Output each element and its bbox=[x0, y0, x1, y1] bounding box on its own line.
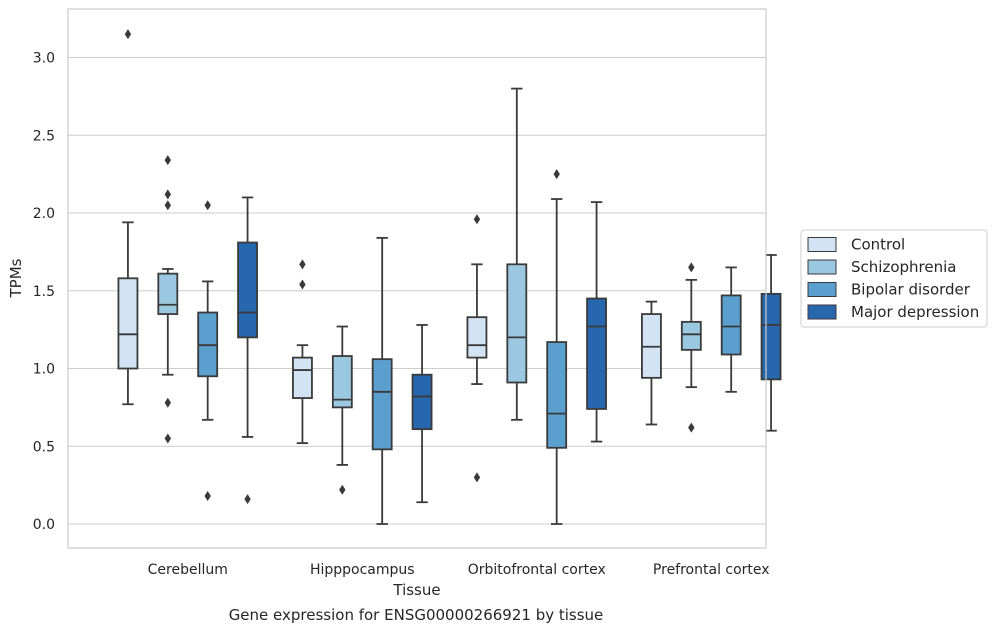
outlier-point bbox=[299, 279, 306, 290]
box-layer bbox=[117, 29, 782, 525]
outlier-point bbox=[164, 433, 172, 444]
legend-label: Bipolar disorder bbox=[851, 281, 971, 299]
box-3-1 bbox=[680, 262, 702, 433]
legend-label: Control bbox=[851, 236, 905, 254]
box-0-2 bbox=[197, 200, 219, 502]
box-2-2 bbox=[546, 169, 568, 525]
outlier-point bbox=[204, 491, 211, 502]
box-body bbox=[157, 272, 179, 315]
outlier-point bbox=[164, 397, 172, 408]
box-1-0 bbox=[292, 259, 313, 445]
box-body bbox=[292, 356, 313, 399]
legend-swatch bbox=[807, 282, 837, 297]
box-body bbox=[466, 316, 488, 359]
outlier-point bbox=[688, 422, 695, 433]
box-0-3 bbox=[237, 196, 258, 505]
legend-swatch bbox=[807, 259, 837, 275]
outlier-point bbox=[204, 200, 211, 211]
legend-swatch bbox=[807, 304, 837, 320]
legend: Control Schizophrenia Bipolar disorder Majo… bbox=[800, 229, 988, 328]
y-tick-label: 2.0 bbox=[33, 206, 55, 222]
outlier-point bbox=[473, 472, 481, 483]
outlier-point bbox=[299, 259, 306, 270]
box-body bbox=[586, 297, 607, 410]
outlier-point bbox=[688, 262, 695, 273]
box-body bbox=[680, 320, 702, 351]
box-1-2 bbox=[371, 236, 393, 525]
legend-label: Major depression bbox=[851, 303, 979, 321]
legend-label: Schizophrenia bbox=[851, 258, 956, 276]
box-2-0 bbox=[466, 214, 488, 483]
box-0-1 bbox=[157, 155, 179, 444]
y-axis-label: TPMs bbox=[7, 258, 25, 298]
outlier-point bbox=[339, 484, 346, 495]
chart-caption: Gene expression for ENSG00000266921 by t… bbox=[228, 606, 604, 624]
box-body bbox=[371, 358, 393, 451]
box-body bbox=[546, 341, 568, 449]
x-tick-label: Cerebellum bbox=[148, 562, 228, 578]
box-1-1 bbox=[331, 325, 353, 495]
x-tick-label: Orbitofrontal cortex bbox=[468, 562, 606, 578]
box-3-0 bbox=[641, 300, 662, 426]
box-0-0 bbox=[117, 29, 139, 406]
grid-layer bbox=[68, 56, 766, 525]
box-1-3 bbox=[411, 324, 433, 504]
box-body bbox=[506, 263, 528, 384]
legend-swatch bbox=[807, 237, 837, 252]
y-tick-label: 1.0 bbox=[33, 362, 55, 378]
outlier-point bbox=[164, 200, 172, 211]
y-tick-label: 2.5 bbox=[33, 128, 55, 144]
box-body bbox=[760, 292, 782, 381]
y-tick-label: 1.5 bbox=[33, 284, 55, 300]
plot-frame bbox=[67, 8, 767, 549]
y-tick-label: 0.0 bbox=[33, 517, 55, 533]
box-body bbox=[411, 373, 433, 431]
outlier-point bbox=[164, 189, 172, 200]
legend-frame bbox=[800, 229, 988, 328]
y-tick-label: 0.5 bbox=[33, 439, 55, 455]
box-2-1 bbox=[506, 87, 528, 421]
tick-layer: 0.0 0.5 1.0 1.5 2.0 2.5 3.0 Cerebellum Hipppocam… bbox=[33, 51, 770, 579]
y-tick-label: 3.0 bbox=[33, 51, 55, 67]
outlier-point bbox=[244, 494, 251, 505]
x-tick-label: Hipppocampus bbox=[310, 562, 415, 578]
box-2-3 bbox=[586, 201, 607, 443]
x-tick-label: Prefrontal cortex bbox=[653, 562, 770, 578]
outlier-point bbox=[473, 214, 481, 225]
outlier-point bbox=[553, 169, 560, 180]
box-body bbox=[331, 355, 353, 409]
box-body bbox=[237, 241, 258, 339]
box-3-2 bbox=[720, 266, 742, 393]
box-3-3 bbox=[760, 254, 782, 432]
outlier-point bbox=[164, 155, 172, 166]
box-body bbox=[720, 294, 742, 356]
box-body bbox=[117, 277, 139, 370]
outlier-point bbox=[124, 29, 132, 40]
x-axis-label: Tissue bbox=[392, 581, 440, 599]
